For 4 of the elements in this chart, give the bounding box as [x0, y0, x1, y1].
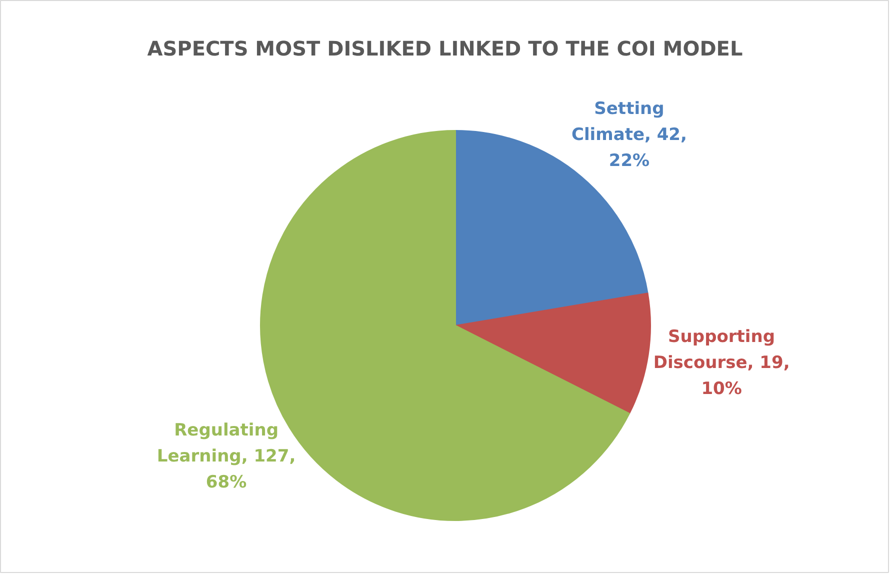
slice-label: Regulating Learning, 127, 68% [156, 420, 296, 492]
slice-label: Supporting Discourse, 19, 10% [653, 326, 790, 399]
chart-title: ASPECTS MOST DISLIKED LINKED TO THE COI MODEL [147, 36, 743, 60]
slice-label: Setting Climate, 42, 22% [572, 98, 687, 171]
